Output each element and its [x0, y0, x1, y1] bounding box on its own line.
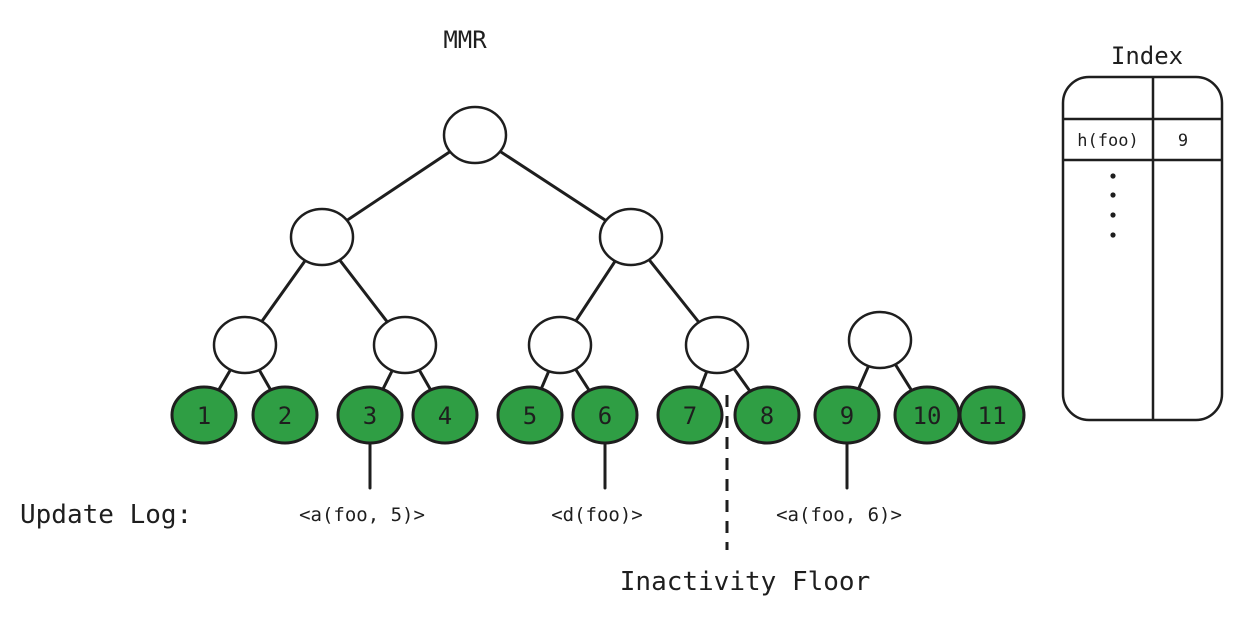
leaf-label: 5 — [523, 402, 537, 430]
leaf-nodes: 1 2 3 4 5 6 7 8 9 10 11 — [170, 385, 1026, 445]
index-ellipsis-dots — [1110, 173, 1116, 238]
leaf-label: 6 — [598, 402, 612, 430]
index-title: Index — [1111, 42, 1183, 70]
leaf-circle — [496, 385, 564, 445]
leaf-node-10: 10 — [893, 385, 961, 445]
leaf-node-7: 7 — [656, 385, 724, 445]
leaf-label: 2 — [278, 402, 292, 430]
index-table: Index h(foo) 9 — [1061, 42, 1224, 422]
leaf-label: 1 — [197, 402, 211, 430]
leaf-circle — [733, 385, 801, 445]
leaf-node-3: 3 — [336, 385, 404, 445]
leaf-circle — [411, 385, 479, 445]
leaf-label: 10 — [913, 402, 942, 430]
internal-node — [289, 207, 355, 267]
internal-node — [847, 310, 913, 370]
internal-node — [442, 105, 508, 165]
tree-nodes — [212, 105, 913, 375]
index-value-cell: 9 — [1178, 131, 1188, 151]
internal-node — [212, 315, 278, 375]
leaf-node-8: 8 — [733, 385, 801, 445]
index-border — [1061, 75, 1224, 422]
leaf-node-4: 4 — [411, 385, 479, 445]
leaf-circle — [958, 385, 1026, 445]
leaf-label: 7 — [683, 402, 697, 430]
leaf-label: 8 — [760, 402, 774, 430]
leaf-node-1: 1 — [170, 385, 238, 445]
update-log-label: Update Log: — [20, 500, 192, 530]
internal-node — [684, 315, 750, 375]
leaf-label: 4 — [438, 402, 452, 430]
leaf-node-2: 2 — [251, 385, 319, 445]
leaf-label: 11 — [978, 402, 1007, 430]
internal-node — [372, 315, 438, 375]
inactivity-floor-label: Inactivity Floor — [620, 567, 870, 597]
internal-node — [598, 207, 664, 267]
log-entry: <a(foo, 5)> — [299, 504, 425, 526]
index-key-cell: h(foo) — [1077, 131, 1138, 151]
internal-node — [527, 315, 593, 375]
leaf-circle — [170, 385, 238, 445]
mmr-title: MMR — [443, 26, 487, 54]
leaf-node-5: 5 — [496, 385, 564, 445]
leaf-label: 9 — [840, 402, 854, 430]
leaf-label: 3 — [363, 402, 377, 430]
update-log-entries: <a(foo, 5)> <d(foo)> <a(foo, 6)> — [299, 441, 902, 526]
leaf-circle — [251, 385, 319, 445]
log-entry: <a(foo, 6)> — [776, 504, 902, 526]
leaf-node-11: 11 — [958, 385, 1026, 445]
leaf-circle — [656, 385, 724, 445]
leaf-node-9: 9 — [813, 385, 881, 445]
leaf-node-6: 6 — [571, 385, 639, 445]
log-entry: <d(foo)> — [551, 504, 643, 526]
